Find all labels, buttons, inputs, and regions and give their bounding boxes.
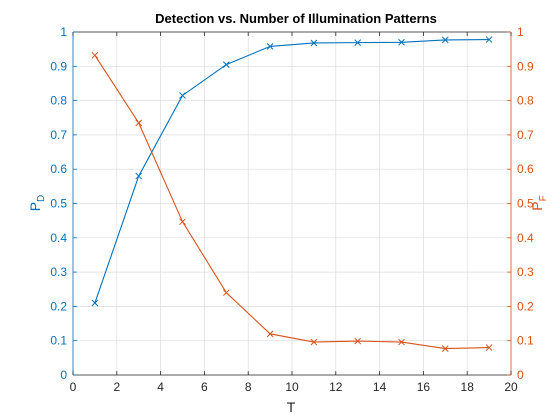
y-tick-label-right: 0.9: [517, 59, 534, 73]
y-tick-label-left: 0.5: [50, 197, 67, 211]
x-tick-label: 10: [285, 380, 299, 394]
data-point-marker: [354, 337, 362, 345]
y-tick-label-left: 0.4: [50, 231, 67, 245]
series-1-left: [91, 36, 493, 307]
y-axis-right-title: PF: [529, 195, 549, 210]
series-layer: [91, 36, 493, 352]
data-point-marker: [135, 172, 143, 180]
y-tick-label-left: 1: [60, 25, 67, 39]
y-tick-label-left: 0.1: [50, 334, 67, 348]
y-tick-label-left: 0.3: [50, 265, 67, 279]
x-axis-title: T: [287, 399, 296, 415]
data-point-marker: [135, 119, 143, 127]
x-tick-label: 0: [70, 380, 77, 394]
x-tick-label: 18: [461, 380, 475, 394]
data-point-marker: [179, 218, 186, 226]
grid: [72, 31, 512, 376]
data-point-marker: [398, 338, 405, 346]
x-tick-label: 2: [113, 380, 120, 394]
y-tick-label-left: 0.2: [50, 299, 67, 313]
tick-labels: 0 2 4 6 8 10 12 14 16 18 2000.10.20.30.40.50.60.70…: [50, 25, 534, 394]
data-point-marker: [91, 299, 99, 307]
y-tick-label-right: 0.8: [517, 94, 534, 108]
data-point-marker: [266, 330, 274, 338]
y-axis-right-title-sub: F: [538, 195, 549, 201]
data-point-marker: [354, 39, 362, 46]
y-axis-left-title-sub: D: [36, 195, 47, 202]
y-tick-label-left: 0.9: [50, 59, 67, 73]
chart-title: Detection vs. Number of Illumination Pat…: [155, 11, 437, 26]
y-tick-label-left: 0.8: [50, 94, 67, 108]
y-axis-right-title-main: P: [529, 201, 545, 210]
series-line: [94, 38, 490, 304]
y-axis-left-title: PD: [27, 195, 47, 212]
x-tick-label: 12: [329, 380, 343, 394]
y-tick-label-right: 0.7: [517, 128, 534, 142]
y-tick-label-right: 0.3: [517, 265, 534, 279]
data-point-marker: [398, 38, 405, 46]
x-tick-label: 6: [201, 380, 208, 394]
y-tick-label-right: 0.1: [517, 334, 534, 348]
data-point-marker: [441, 36, 449, 44]
data-point-marker: [485, 36, 493, 43]
data-point-marker: [310, 338, 318, 346]
y-tick-label-right: 1: [517, 25, 524, 39]
data-point-marker: [441, 345, 449, 352]
data-point-marker: [222, 61, 230, 68]
data-point-marker: [485, 344, 493, 351]
y-tick-label-right: 0.2: [517, 299, 534, 313]
axes: [72, 31, 512, 376]
y-tick-label-right: 0.5: [517, 197, 534, 211]
y-tick-label-left: 0.7: [50, 128, 67, 142]
x-tick-label: 14: [373, 380, 387, 394]
data-point-marker: [310, 39, 318, 47]
y-tick-label-right: 0.6: [517, 162, 534, 176]
series-line: [94, 55, 490, 350]
y-tick-label-right: 0: [517, 368, 524, 382]
data-point-marker: [222, 289, 230, 297]
x-tick-label: 4: [157, 380, 164, 394]
x-tick-label: 16: [417, 380, 431, 394]
series-2-right: [91, 51, 493, 352]
y-axis-left-title-main: P: [27, 202, 43, 211]
data-point-marker: [91, 51, 99, 59]
y-tick-label-right: 0.4: [517, 231, 534, 245]
x-tick-label: 20: [504, 380, 518, 394]
y-tick-label-left: 0.6: [50, 162, 67, 176]
data-point-marker: [266, 43, 274, 50]
x-tick-label: 8: [245, 380, 252, 394]
data-point-marker: [179, 92, 186, 99]
y-tick-label-left: 0: [60, 368, 67, 382]
